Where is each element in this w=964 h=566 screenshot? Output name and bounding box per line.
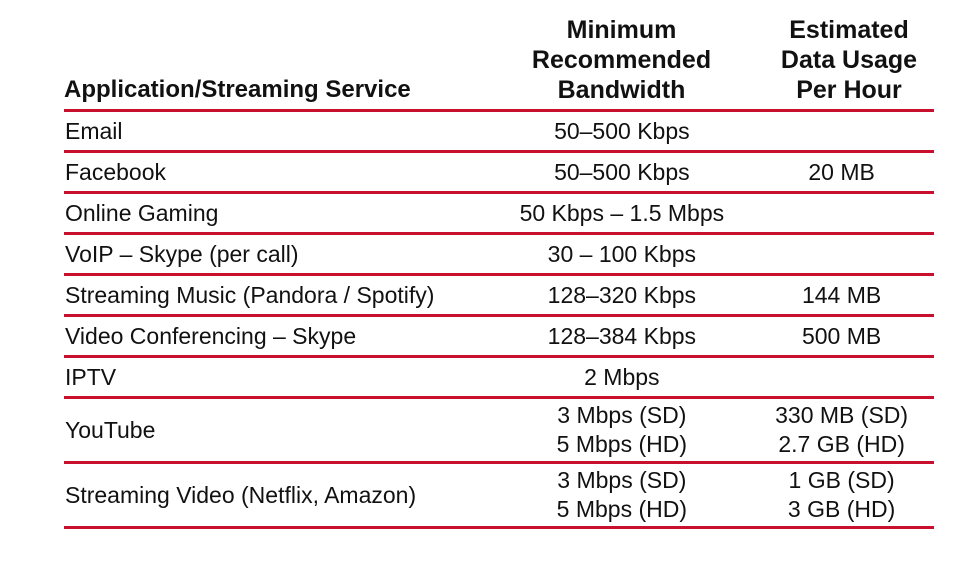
cell-bandwidth-line: 30 – 100 Kbps (547, 240, 697, 267)
header-bandwidth-line: Recommended (531, 46, 712, 74)
cell-application: Email (65, 117, 123, 144)
cell-bandwidth: 50–500 Kbps (495, 158, 750, 187)
header-usage-line: Data Usage (780, 46, 918, 74)
cell-usage-line: 1 GB (SD) (788, 467, 895, 493)
cell-application: Facebook (65, 158, 167, 185)
cell-bandwidth-line: 3 Mbps (SD) (557, 402, 687, 428)
cell-bandwidth: 128–320 Kbps (495, 281, 750, 310)
table-row: IPTV 2 Mbps (64, 358, 934, 399)
cell-usage-line: 144 MB (801, 281, 882, 308)
header-bandwidth: Minimum Recommended Bandwidth (494, 15, 749, 105)
table-row: Online Gaming 50 Kbps – 1.5 Mbps (64, 194, 934, 235)
cell-application: YouTube (65, 416, 156, 443)
cell-application: Video Conferencing – Skype (65, 322, 357, 349)
cell-bandwidth: 3 Mbps (SD) 5 Mbps (HD) (495, 466, 750, 524)
cell-usage-line: 2.7 GB (HD) (778, 431, 905, 457)
header-bandwidth-line: Bandwidth (557, 76, 686, 104)
cell-bandwidth-line: 2 Mbps (584, 363, 660, 390)
cell-application: Online Gaming (65, 199, 219, 226)
cell-bandwidth: 50 Kbps – 1.5 Mbps (495, 199, 750, 228)
cell-usage: 330 MB (SD) 2.7 GB (HD) (749, 401, 934, 459)
cell-bandwidth-line: 5 Mbps (HD) (556, 496, 688, 522)
cell-application: Streaming Music (Pandora / Spotify) (65, 281, 435, 308)
cell-usage-line: 330 MB (SD) (775, 402, 909, 428)
cell-application: IPTV (65, 363, 117, 390)
bandwidth-table: Application/Streaming Service Minimum Re… (64, 15, 934, 529)
cell-bandwidth: 3 Mbps (SD) 5 Mbps (HD) (495, 401, 750, 459)
cell-bandwidth: 50–500 Kbps (495, 117, 750, 146)
cell-usage: 500 MB (749, 322, 934, 351)
table-row: YouTube 3 Mbps (SD) 5 Mbps (HD) 330 MB (SD)… (64, 399, 934, 464)
cell-usage: 20 MB (749, 158, 934, 187)
cell-application: Streaming Video (Netflix, Amazon) (65, 481, 417, 508)
cell-bandwidth-line: 128–384 Kbps (547, 322, 697, 349)
table-body: Email 50–500 Kbps Facebook 50–500 Kbps 20 MB… (64, 112, 934, 529)
cell-usage-line: 500 MB (801, 322, 882, 349)
cell-usage-line: 20 MB (808, 158, 875, 185)
cell-bandwidth-line: 50–500 Kbps (554, 117, 690, 144)
header-bandwidth-line: Minimum (566, 16, 677, 44)
table-header: Application/Streaming Service Minimum Re… (64, 15, 934, 112)
cell-usage-line: 3 GB (HD) (787, 496, 896, 522)
cell-bandwidth-line: 3 Mbps (SD) (557, 467, 687, 493)
table-row: Email 50–500 Kbps (64, 112, 934, 153)
header-application: Application/Streaming Service (64, 76, 411, 103)
table-row: VoIP – Skype (per call) 30 – 100 Kbps (64, 235, 934, 276)
cell-bandwidth: 2 Mbps (495, 363, 750, 392)
cell-bandwidth: 30 – 100 Kbps (495, 240, 750, 269)
header-usage: Estimated Data Usage Per Hour (764, 15, 934, 105)
cell-bandwidth-line: 5 Mbps (HD) (556, 431, 688, 457)
table-row: Facebook 50–500 Kbps 20 MB (64, 153, 934, 194)
table-row: Video Conferencing – Skype 128–384 Kbps 50… (64, 317, 934, 358)
header-usage-line: Estimated (789, 16, 909, 44)
table-row: Streaming Video (Netflix, Amazon) 3 Mbps … (64, 464, 934, 529)
cell-bandwidth-line: 128–320 Kbps (547, 281, 697, 308)
table-row: Streaming Music (Pandora / Spotify) 128–3… (64, 276, 934, 317)
cell-bandwidth: 128–384 Kbps (495, 322, 750, 351)
cell-application: VoIP – Skype (per call) (65, 240, 299, 267)
header-usage-line: Per Hour (796, 76, 902, 104)
cell-bandwidth-line: 50 Kbps – 1.5 Mbps (519, 199, 725, 226)
cell-bandwidth-line: 50–500 Kbps (554, 158, 690, 185)
cell-usage: 1 GB (SD) 3 GB (HD) (749, 466, 934, 524)
cell-usage: 144 MB (749, 281, 934, 310)
